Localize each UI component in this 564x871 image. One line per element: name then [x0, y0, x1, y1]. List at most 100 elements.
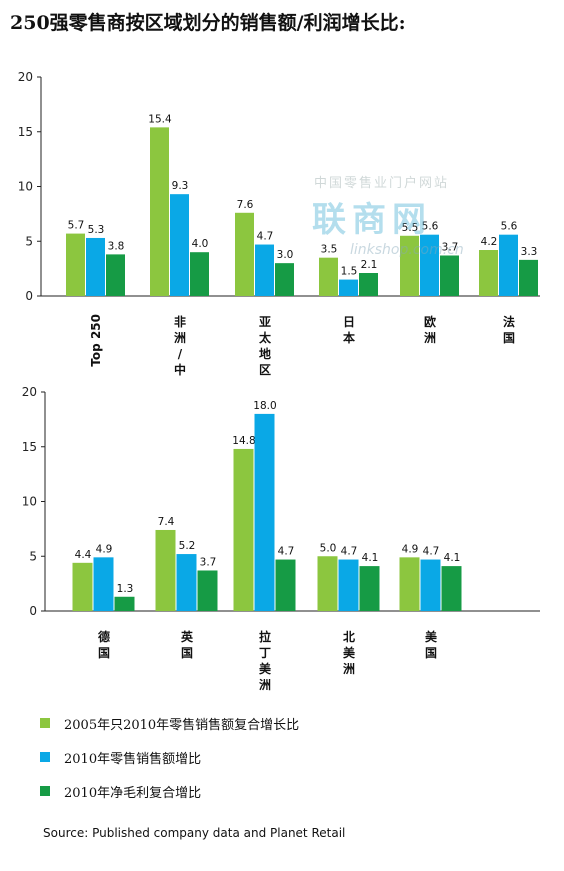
legend-label-series2: 2010年零售销售额增比	[64, 751, 202, 767]
bar	[275, 559, 296, 611]
data-label: 4.9	[96, 543, 113, 555]
data-label: 18.0	[253, 400, 276, 412]
bar	[420, 234, 439, 296]
bar	[441, 566, 462, 611]
bar	[399, 557, 420, 611]
data-label: 5.6	[422, 221, 439, 233]
data-label: 5.3	[88, 224, 105, 236]
data-label: 4.9	[402, 543, 419, 555]
bar	[359, 273, 378, 296]
data-label: 3.5	[321, 244, 338, 256]
data-label: 4.7	[278, 546, 295, 558]
data-label: 4.7	[257, 231, 274, 243]
data-label: 1.5	[341, 266, 358, 278]
bar	[93, 557, 114, 611]
data-label: 5.7	[68, 220, 85, 232]
bar	[440, 255, 459, 296]
bar	[197, 570, 218, 611]
bar	[339, 279, 358, 296]
category-label: 美国	[425, 629, 438, 660]
y-tick-label: 0	[29, 604, 37, 618]
data-label: 7.4	[158, 516, 175, 528]
category-label: 北美洲	[343, 629, 356, 676]
data-label: 5.0	[320, 542, 337, 554]
legend-item-series3: 2010年净毛利复合增比	[40, 782, 299, 801]
bar	[114, 596, 135, 611]
data-label: 4.0	[192, 238, 209, 250]
bar	[319, 257, 338, 296]
bar	[499, 234, 518, 296]
bar	[66, 233, 85, 296]
bar	[400, 235, 419, 296]
chart-legend: 2005年只2010年零售销售额复合增长比 2010年零售销售额增比 2010年…	[40, 714, 299, 816]
bar	[86, 237, 105, 296]
category-label: 日本	[343, 315, 355, 345]
category-label: 欧洲	[424, 314, 436, 345]
data-label: 5.2	[179, 540, 196, 552]
data-label: 5.6	[501, 221, 518, 233]
legend-label-series3: 2010年净毛利复合增比	[64, 785, 202, 801]
y-tick-label: 15	[18, 125, 33, 139]
legend-label-series1: 2005年只2010年零售销售额复合增长比	[64, 717, 300, 733]
data-label: 4.1	[444, 552, 461, 564]
watermark-top-text: 中国零售业门户网站	[314, 176, 450, 191]
bar	[235, 212, 254, 296]
data-label: 4.4	[75, 549, 92, 561]
category-label: 法国	[503, 314, 515, 345]
legend-item-series1: 2005年只2010年零售销售额复合增长比	[40, 714, 300, 733]
data-label: 3.3	[521, 246, 538, 258]
category-label: 拉丁美洲	[259, 629, 272, 692]
data-label: 1.3	[117, 583, 134, 595]
bar	[72, 562, 93, 611]
bar	[479, 250, 498, 296]
bar	[317, 556, 338, 611]
legend-item-series2: 2010年零售销售额增比	[40, 748, 299, 767]
data-label: 2.1	[361, 259, 378, 271]
bar	[106, 254, 125, 296]
data-label: 14.8	[232, 435, 255, 447]
bar	[420, 559, 441, 611]
bar	[176, 554, 197, 611]
y-tick-label: 20	[18, 70, 33, 84]
y-tick-label: 20	[22, 385, 37, 399]
chart-regions-2: 0 5 10 15 20 4.4 4.9 1.3 德国 7.4 5.2 3.7 英国 14.8 18.0 4.…	[22, 385, 540, 692]
legend-swatch-series2	[40, 752, 50, 762]
bar	[233, 448, 254, 611]
bar	[170, 194, 189, 296]
watermark-url-text: linkshop.com.cn	[350, 242, 464, 258]
bar	[254, 413, 275, 611]
source-note: Source: Published company data and Plane…	[43, 826, 346, 840]
bar	[255, 244, 274, 296]
data-label: 3.8	[108, 240, 125, 252]
bar	[190, 252, 209, 296]
data-label: 3.7	[200, 556, 217, 568]
y-tick-label: 0	[25, 289, 33, 303]
watermark-main-text: 联商网	[312, 200, 432, 240]
category-label: 非洲/中东地区	[174, 314, 186, 378]
page-title: 250强零售商按区域划分的销售额/利润增长比:	[10, 12, 406, 34]
data-label: 9.3	[172, 180, 189, 192]
legend-swatch-series1	[40, 718, 50, 728]
data-label: 4.1	[362, 552, 379, 564]
data-label: 7.6	[237, 199, 254, 211]
bar	[155, 529, 176, 611]
data-label: 4.7	[423, 546, 440, 558]
data-label: 3.0	[277, 249, 294, 261]
y-tick-label: 5	[29, 549, 37, 563]
data-label: 3.7	[442, 241, 459, 253]
y-tick-label: 15	[22, 440, 37, 454]
watermark-logo: 中国零售业门户网站 联商网 linkshop.com.cn	[306, 172, 556, 282]
data-label: 4.2	[481, 236, 498, 248]
category-label: 德国	[98, 629, 110, 660]
bar	[275, 263, 294, 296]
data-label: 15.4	[148, 113, 172, 125]
y-tick-label: 10	[18, 180, 33, 194]
data-label: 5.5	[402, 222, 419, 234]
legend-swatch-series3	[40, 786, 50, 796]
y-tick-label: 5	[25, 234, 33, 248]
y-tick-label: 10	[22, 495, 37, 509]
bar	[519, 259, 538, 296]
chart-regions-1: 0 5 10 15 20 5.75.33.8 Top 250 15.4 9.3 4.0 非洲/中东地…	[18, 70, 540, 378]
bar	[359, 566, 380, 611]
bar	[338, 559, 359, 611]
